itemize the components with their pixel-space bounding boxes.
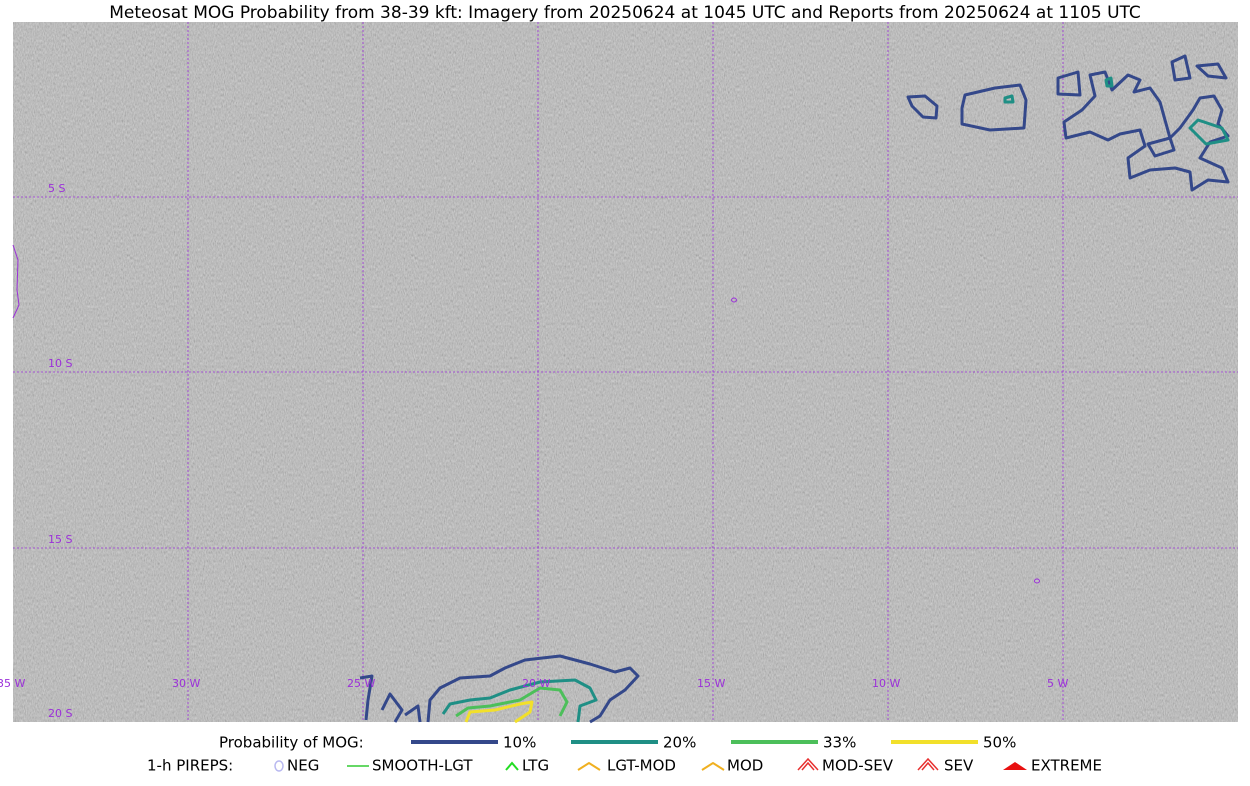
pirep-icon xyxy=(701,761,725,771)
pirep-icon xyxy=(917,757,939,771)
lon-label: 20 W xyxy=(522,677,550,690)
contour xyxy=(359,654,640,724)
coastline xyxy=(12,244,1040,584)
legend-label: SEV xyxy=(944,757,974,775)
lon-label: 35 W xyxy=(0,677,25,690)
legend-label: MOD-SEV xyxy=(822,757,894,775)
legend-label: NEG xyxy=(287,757,319,775)
legend-title: 1-h PIREPS: xyxy=(147,757,233,775)
contour xyxy=(906,94,939,120)
legend-title: Probability of MOG: xyxy=(219,734,364,752)
title: Meteosat MOG Probability from 38-39 kft:… xyxy=(109,3,1141,23)
legend-label: 10% xyxy=(503,734,536,752)
lat-label: 15 S xyxy=(48,533,72,546)
legend-label: LTG xyxy=(522,757,549,775)
legend: Probability of MOG: 10% 20% 33% 50% 1-h PIREP… xyxy=(147,734,1102,775)
contour xyxy=(1188,118,1230,146)
legend-label: LGT-MOD xyxy=(607,757,676,775)
contours xyxy=(359,54,1230,724)
contour xyxy=(960,83,1028,132)
lon-label: 25 W xyxy=(347,677,375,690)
grid-labels: 5 S 10 S 15 S 20 S 35 W 30 W 25 W 20 W 15 W 10 W 5… xyxy=(0,182,1068,720)
lat-label: 10 S xyxy=(48,357,72,370)
pirep-icon xyxy=(577,761,601,771)
lon-label: 30 W xyxy=(172,677,200,690)
legend-label: EXTREME xyxy=(1031,757,1102,775)
lon-label: 10 W xyxy=(872,677,900,690)
island xyxy=(731,297,737,303)
contour xyxy=(1062,70,1230,192)
legend-label: SMOOTH-LGT xyxy=(372,757,473,775)
pirep-icon xyxy=(797,757,819,771)
contour xyxy=(455,686,569,718)
lon-label: 5 W xyxy=(1047,677,1068,690)
contour xyxy=(441,678,598,723)
contour xyxy=(464,700,534,724)
lat-label: 5 S xyxy=(48,182,65,195)
island xyxy=(1034,578,1040,584)
lon-label: 15 W xyxy=(697,677,725,690)
contour xyxy=(1104,76,1114,88)
pirep-icon xyxy=(505,761,519,771)
lat-label: 20 S xyxy=(48,707,72,720)
pirep-icon xyxy=(1003,762,1027,770)
contour xyxy=(1003,94,1015,104)
legend-label: 20% xyxy=(663,734,696,752)
legend-label: 50% xyxy=(983,734,1016,752)
legend-label: MOD xyxy=(727,757,763,775)
pirep-icon xyxy=(274,760,284,772)
contour xyxy=(1146,136,1176,158)
legend-label: 33% xyxy=(823,734,856,752)
coast xyxy=(12,244,20,319)
contour xyxy=(1056,70,1082,97)
contour xyxy=(1170,54,1192,82)
contour xyxy=(1195,62,1228,80)
graticule xyxy=(13,22,1238,722)
